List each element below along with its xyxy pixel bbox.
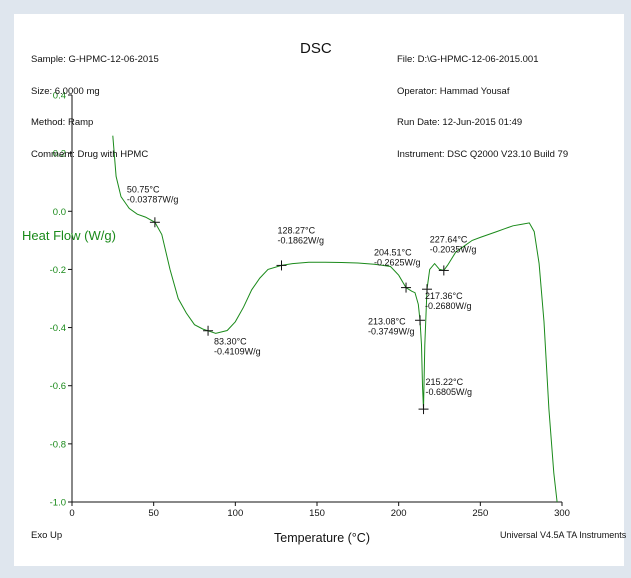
size-line: Size: 6.0000 mg	[31, 85, 100, 97]
x-tick-label: 50	[148, 508, 159, 519]
y-tick-label: -1.0	[50, 498, 66, 509]
sample-line: Sample: G-HPMC-12-06-2015	[31, 54, 159, 65]
y-axis-label: Heat Flow (W/g)	[22, 228, 116, 243]
annotation: 227.64°C-0.2035W/g	[430, 234, 477, 276]
annotation: 215.22°C-0.6805W/g	[418, 377, 473, 415]
x-tick-label: 300	[554, 508, 570, 519]
header-right: File: D:\G-HPMC-12-06-2015.001 Operator:…	[397, 34, 568, 171]
run-date-line: Run Date: 12-Jun-2015 01:49	[397, 117, 523, 128]
annotation-temp: 215.22°C	[426, 377, 464, 387]
annotation-temp: 217.36°C	[425, 291, 463, 301]
x-tick-label: 150	[309, 508, 325, 519]
x-tick-label: 200	[391, 508, 407, 519]
annotation-value: -0.2035W/g	[430, 244, 477, 254]
method-line: Method: Ramp	[31, 117, 94, 128]
annotation-layer: 50.75°C-0.03787W/g 83.30°C-0.4109W/g 128.2…	[127, 184, 477, 415]
annotation: 204.51°C-0.2625W/g	[374, 248, 421, 293]
chart-title: DSC	[300, 40, 332, 57]
axes: -1.0 -0.8 -0.6 -0.4 -0.2 0.0 0.2 0.4 0 50 100 150 20…	[50, 91, 570, 520]
annotation-temp: 83.30°C	[214, 337, 247, 347]
y-tick-label: -0.4	[50, 323, 66, 334]
annotation-temp: 204.51°C	[374, 248, 412, 258]
annotation-value: -0.1862W/g	[278, 235, 325, 245]
annotation-value: -0.2625W/g	[374, 258, 421, 268]
annotation-value: -0.03787W/g	[127, 194, 179, 204]
y-tick-label: 0.0	[53, 207, 66, 218]
exo-up-label: Exo Up	[31, 530, 63, 541]
operator-line: Operator: Hammad Yousaf	[397, 85, 510, 97]
annotation: 50.75°C-0.03787W/g	[127, 184, 179, 228]
chart-background	[14, 14, 624, 566]
y-tick-label: 0.2	[53, 149, 66, 160]
annotation-value: -0.2680W/g	[425, 301, 472, 311]
annotation: 213.08°C-0.3749W/g	[368, 315, 426, 336]
y-tick-label: -0.2	[50, 265, 66, 276]
annotation: 217.36°C-0.2680W/g	[422, 284, 472, 311]
y-tick-label: -0.6	[50, 381, 66, 392]
x-axis-label: Temperature (°C)	[274, 531, 370, 545]
annotation-value: -0.4109W/g	[214, 347, 261, 357]
annotation-value: -0.6805W/g	[426, 387, 473, 397]
comment-line: Comment: Drug with HPMC	[31, 148, 149, 160]
annotation: 83.30°C-0.4109W/g	[203, 325, 261, 357]
y-tick-label: -0.8	[50, 439, 66, 450]
annotation-temp: 128.27°C	[278, 225, 316, 235]
annotation-temp: 50.75°C	[127, 184, 160, 194]
header-left: Sample: G-HPMC-12-06-2015 Size: 6.0000 m…	[31, 34, 159, 171]
annotation-temp: 213.08°C	[368, 316, 406, 326]
y-tick-label: 0.4	[53, 91, 66, 102]
x-tick-label: 100	[227, 508, 243, 519]
x-tick-label: 250	[472, 508, 488, 519]
annotation-temp: 227.64°C	[430, 234, 468, 244]
instrument-line: Instrument: DSC Q2000 V23.10 Build 79	[397, 148, 569, 160]
annotation: 128.27°C-0.1862W/g	[276, 225, 325, 271]
software-label: Universal V4.5A TA Instruments	[500, 530, 627, 540]
file-line: File: D:\G-HPMC-12-06-2015.001	[397, 54, 539, 65]
x-tick-label: 0	[69, 508, 74, 519]
annotation-value: -0.3749W/g	[368, 326, 415, 336]
